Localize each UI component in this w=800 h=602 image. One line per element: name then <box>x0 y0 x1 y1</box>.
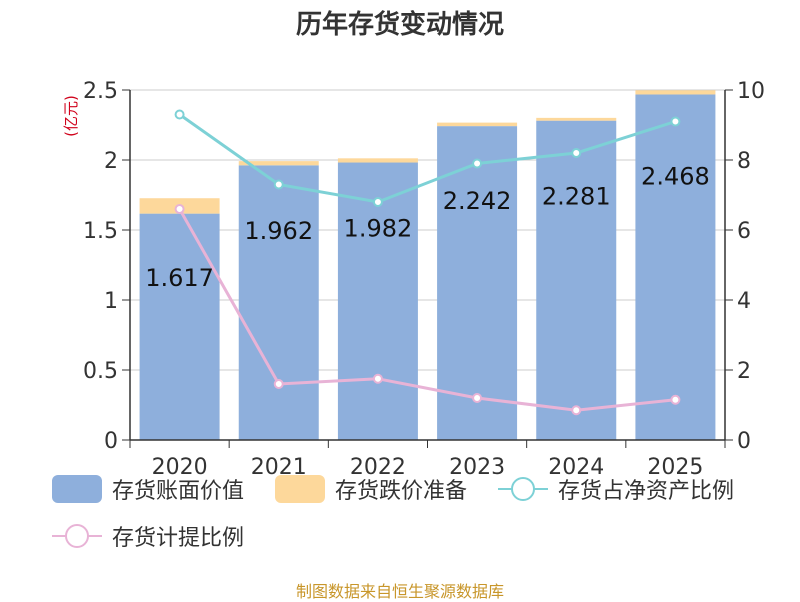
bar-book-value <box>139 213 220 440</box>
bar-book-value <box>536 120 617 440</box>
provision-ratio-point <box>372 373 383 384</box>
net-assets-ratio-point <box>571 148 582 158</box>
y-left-tick-label: 0 <box>104 429 118 454</box>
bar-data-label: 1.962 <box>244 217 313 245</box>
provision-ratio-point <box>273 379 284 389</box>
legend-icon-net-assets-ratio <box>498 477 548 501</box>
bar-book-value <box>635 94 716 440</box>
bar-impairment <box>536 117 617 121</box>
y-left-tick-label: 2 <box>104 149 118 174</box>
net-assets-ratio-point <box>372 197 383 207</box>
x-tick-label: 2023 <box>449 455 505 480</box>
data-source-note: 制图数据来自恒生聚源数据库 <box>295 582 504 601</box>
x-tick-label: 2025 <box>647 455 703 480</box>
legend-label-provision-ratio: 存货计提比例 <box>112 526 245 551</box>
bar-impairment <box>337 158 418 163</box>
bar-book-value <box>238 165 319 440</box>
y-right-tick-label: 4 <box>737 289 751 314</box>
x-tick-label: 2020 <box>152 455 208 480</box>
provision-ratio-point <box>472 393 483 403</box>
provision-ratio-point <box>174 204 185 214</box>
y-right-tick-label: 10 <box>737 79 765 104</box>
x-tick-label: 2024 <box>548 455 604 480</box>
legend-item-provision-ratio[interactable]: 存货计提比例 <box>52 520 244 552</box>
legend-swatch-book-value <box>52 475 102 503</box>
bar-data-label: 1.982 <box>344 215 413 243</box>
provision-ratio-point <box>670 394 681 405</box>
net-assets-ratio-point <box>273 179 284 190</box>
bar-impairment <box>437 122 518 127</box>
y-left-tick-label: 2.5 <box>83 79 118 104</box>
chart-title: 历年存货变动情况 <box>295 10 504 40</box>
net-assets-ratio-point <box>670 116 681 127</box>
net-assets-ratio-line <box>178 113 676 204</box>
bar-impairment <box>635 90 716 95</box>
bar-data-label: 2.468 <box>641 163 710 191</box>
y-left-tick-label: 1 <box>104 289 118 314</box>
bar-data-label: 2.242 <box>443 187 512 215</box>
legend-label-book-value: 存货账面价值 <box>112 479 245 504</box>
y-left-tick-label: 1.5 <box>83 219 118 244</box>
y-right-tick-label: 0 <box>737 429 751 454</box>
y-right-tick-label: 6 <box>737 219 751 244</box>
legend-item-impairment[interactable]: 存货跌价准备 <box>275 473 467 505</box>
y-right-tick-label: 8 <box>737 149 751 174</box>
legend-swatch-impairment <box>275 475 325 503</box>
y-left-unit-label: (亿元) <box>62 95 80 137</box>
legend-item-net-assets-ratio[interactable]: 存货占净资产比例 <box>498 473 734 505</box>
provision-ratio-line <box>178 208 676 412</box>
bar-book-value <box>337 162 418 440</box>
bar-data-label: 2.281 <box>542 183 611 211</box>
net-assets-ratio-point <box>472 158 483 169</box>
legend-item-book-value[interactable]: 存货账面价值 <box>52 473 244 505</box>
y-left-tick-label: 0.5 <box>83 359 118 384</box>
y-right-tick-label: 2 <box>737 359 751 384</box>
bar-book-value <box>437 126 518 441</box>
legend-label-impairment: 存货跌价准备 <box>335 479 468 504</box>
net-assets-ratio-point <box>174 109 185 120</box>
x-tick-label: 2022 <box>350 455 406 480</box>
provision-ratio-point <box>571 405 582 416</box>
bar-data-label: 1.617 <box>145 264 214 292</box>
bar-impairment <box>238 161 319 166</box>
legend-label-net-assets-ratio: 存货占净资产比例 <box>558 479 735 504</box>
legend-icon-provision-ratio <box>52 524 102 548</box>
